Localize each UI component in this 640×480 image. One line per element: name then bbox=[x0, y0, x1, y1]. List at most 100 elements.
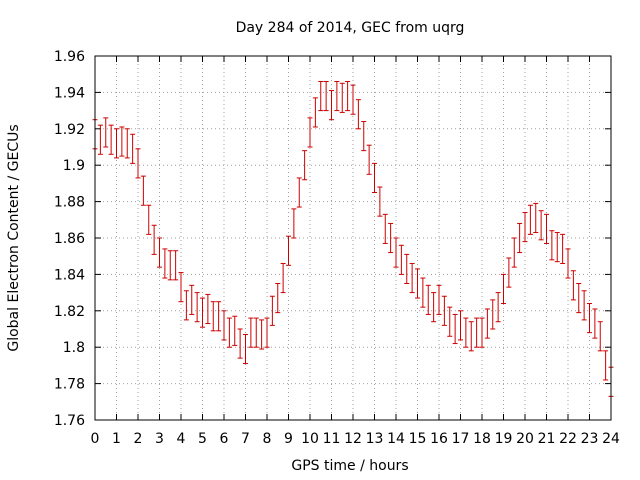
error-bar-point bbox=[264, 317, 270, 348]
y-tick-label: 1.9 bbox=[63, 158, 85, 174]
error-bar-point bbox=[253, 317, 259, 348]
error-bar-point bbox=[173, 250, 179, 281]
error-bar-point bbox=[565, 248, 571, 279]
error-bar-point bbox=[382, 213, 388, 244]
error-bar-point bbox=[135, 148, 141, 179]
x-tick-label: 7 bbox=[241, 431, 250, 447]
x-tick-label: 16 bbox=[430, 431, 448, 447]
error-bar-point bbox=[463, 317, 469, 348]
error-bar-point bbox=[538, 210, 544, 241]
error-bar-point bbox=[124, 128, 130, 159]
error-bar-point bbox=[533, 202, 539, 234]
error-bar-point bbox=[194, 292, 200, 323]
error-bar-point bbox=[501, 273, 506, 305]
error-bar-point bbox=[361, 121, 367, 152]
error-bar-point bbox=[495, 292, 501, 323]
error-bar-point bbox=[452, 313, 458, 345]
x-tick-label: 14 bbox=[387, 431, 405, 447]
y-tick-label: 1.82 bbox=[54, 304, 85, 320]
error-bar-point bbox=[103, 117, 109, 148]
error-bar-point bbox=[592, 308, 598, 339]
x-tick-label: 12 bbox=[344, 431, 362, 447]
error-bar-point bbox=[323, 80, 329, 112]
error-bar-point bbox=[302, 150, 308, 181]
error-bar-point bbox=[603, 350, 609, 381]
y-tick-label: 1.94 bbox=[54, 85, 85, 101]
error-bar-point bbox=[205, 293, 211, 325]
y-axis-ticks: 1.76 1.78 1.8 1.82 1.84 1.86 1.88 1.9 1.92 1.94 1.… bbox=[54, 49, 611, 429]
error-bar-point bbox=[441, 295, 447, 326]
x-axis-label: GPS time / hours bbox=[291, 458, 408, 474]
error-bar-point bbox=[226, 317, 232, 348]
x-tick-label: 4 bbox=[177, 431, 186, 447]
error-bar-point bbox=[312, 97, 318, 128]
error-bar-point bbox=[280, 262, 286, 294]
plot-frame bbox=[94, 55, 612, 421]
error-bar-point bbox=[269, 295, 275, 326]
error-bar-point bbox=[436, 284, 442, 315]
error-bar-point bbox=[506, 257, 512, 288]
x-tick-label: 0 bbox=[91, 431, 100, 447]
x-tick-label: 20 bbox=[516, 431, 534, 447]
error-bar-point bbox=[237, 328, 243, 359]
error-bar-point bbox=[479, 317, 485, 348]
x-tick-label: 11 bbox=[323, 431, 341, 447]
error-bar-point bbox=[339, 82, 345, 113]
error-bar-point bbox=[146, 204, 152, 235]
x-tick-label: 6 bbox=[220, 431, 229, 447]
error-bar-point bbox=[286, 235, 291, 266]
x-tick-label: 8 bbox=[263, 431, 272, 447]
error-bar-point bbox=[119, 126, 125, 157]
error-bar-point bbox=[576, 283, 582, 314]
error-bar-point bbox=[221, 310, 227, 341]
y-tick-label: 1.78 bbox=[54, 377, 85, 393]
error-bar-point bbox=[468, 321, 474, 352]
error-bar-point bbox=[560, 233, 566, 264]
error-bar-point bbox=[522, 212, 528, 243]
error-bar-point bbox=[167, 250, 173, 281]
error-bar-point bbox=[114, 128, 119, 159]
error-bar-point bbox=[544, 213, 549, 244]
error-bar-point bbox=[178, 272, 184, 303]
y-axis-label: Global Electron Content / GECUs bbox=[6, 124, 22, 351]
error-bar-point bbox=[409, 262, 415, 294]
error-bar-point bbox=[458, 310, 463, 341]
error-bar-point bbox=[366, 144, 372, 175]
x-tick-label: 15 bbox=[409, 431, 427, 447]
error-bar-point bbox=[447, 306, 453, 337]
error-bar-point bbox=[570, 270, 576, 301]
error-bar-point bbox=[97, 124, 103, 155]
error-bar-point bbox=[431, 292, 437, 323]
error-bar-point bbox=[216, 301, 222, 332]
error-bar-series bbox=[92, 80, 614, 397]
error-bar-point bbox=[425, 284, 431, 315]
error-bar-point bbox=[334, 80, 340, 112]
x-tick-label: 10 bbox=[301, 431, 319, 447]
error-bar-point bbox=[398, 244, 404, 275]
error-bar-point bbox=[404, 253, 410, 284]
error-bar-point bbox=[388, 222, 394, 254]
x-tick-label: 23 bbox=[581, 431, 599, 447]
error-bar-point bbox=[484, 308, 490, 339]
x-tick-label: 19 bbox=[495, 431, 513, 447]
error-bar-point bbox=[318, 80, 324, 112]
error-bar-point bbox=[329, 90, 334, 121]
y-tick-label: 1.8 bbox=[63, 340, 85, 356]
y-tick-label: 1.96 bbox=[54, 49, 85, 65]
error-bar-point bbox=[189, 284, 195, 315]
error-bar-point bbox=[183, 290, 189, 321]
error-bar-point bbox=[372, 162, 377, 193]
error-bar-point bbox=[554, 232, 560, 263]
error-bar-point bbox=[200, 297, 205, 328]
error-bar-point bbox=[350, 84, 356, 115]
x-tick-label: 21 bbox=[538, 431, 556, 447]
chart-title: Day 284 of 2014, GEC from uqrg bbox=[236, 20, 465, 36]
x-tick-label: 13 bbox=[366, 431, 384, 447]
x-tick-label: 18 bbox=[473, 431, 491, 447]
error-bar-point bbox=[248, 317, 254, 348]
x-tick-label: 22 bbox=[559, 431, 577, 447]
error-bar-point bbox=[243, 333, 248, 365]
error-bar-point bbox=[291, 208, 297, 239]
error-bar-point bbox=[581, 290, 587, 321]
